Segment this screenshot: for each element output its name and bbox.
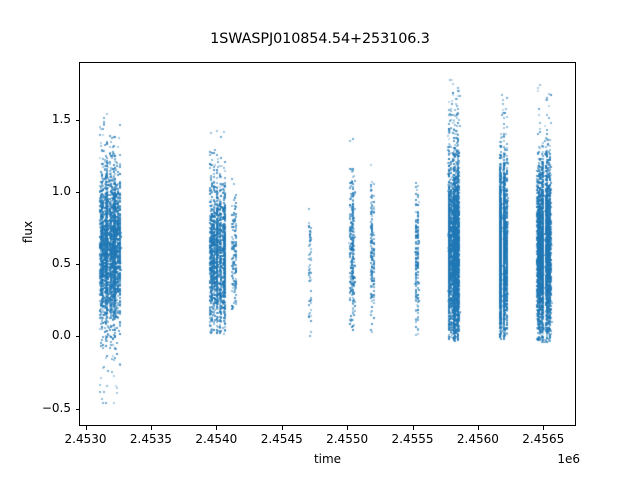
x-axis-offset-text: 1e6 — [557, 452, 580, 466]
x-tick-label: 2.4565 — [522, 432, 565, 446]
x-tick-mark — [412, 426, 414, 430]
scatter-data-layer — [80, 63, 575, 425]
y-tick-label: 0.5 — [51, 256, 71, 271]
y-tick-mark — [75, 408, 79, 410]
x-tick-mark — [150, 426, 152, 430]
x-tick-mark — [347, 426, 349, 430]
y-axis-label: flux — [21, 220, 35, 244]
y-tick-label: −0.5 — [41, 400, 71, 415]
x-tick-mark — [85, 426, 87, 430]
x-tick-label: 2.4550 — [326, 432, 369, 446]
x-tick-mark — [543, 426, 545, 430]
x-tick-mark — [216, 426, 218, 430]
y-tick-label: 1.0 — [51, 184, 71, 198]
y-tick-mark — [75, 192, 79, 193]
y-tick-mark — [75, 336, 79, 338]
x-tick-label: 2.4535 — [129, 432, 172, 446]
x-tick-label: 2.4545 — [260, 432, 303, 446]
x-tick-label: 2.4560 — [456, 432, 499, 446]
x-tick-mark — [281, 426, 283, 430]
y-tick-label: 1.5 — [51, 111, 71, 126]
y-tick-mark — [75, 119, 79, 121]
x-tick-label: 2.4530 — [64, 432, 107, 446]
x-axis-label: time — [313, 452, 342, 466]
chart-title: 1SWASPJ010854.54+253106.3 — [210, 31, 430, 47]
x-tick-label: 2.4555 — [391, 432, 434, 446]
y-tick-label: 0.0 — [51, 328, 71, 343]
y-tick-mark — [75, 264, 79, 266]
x-tick-label: 2.4540 — [195, 432, 238, 446]
x-tick-mark — [477, 426, 479, 430]
plot-axes — [79, 62, 576, 426]
